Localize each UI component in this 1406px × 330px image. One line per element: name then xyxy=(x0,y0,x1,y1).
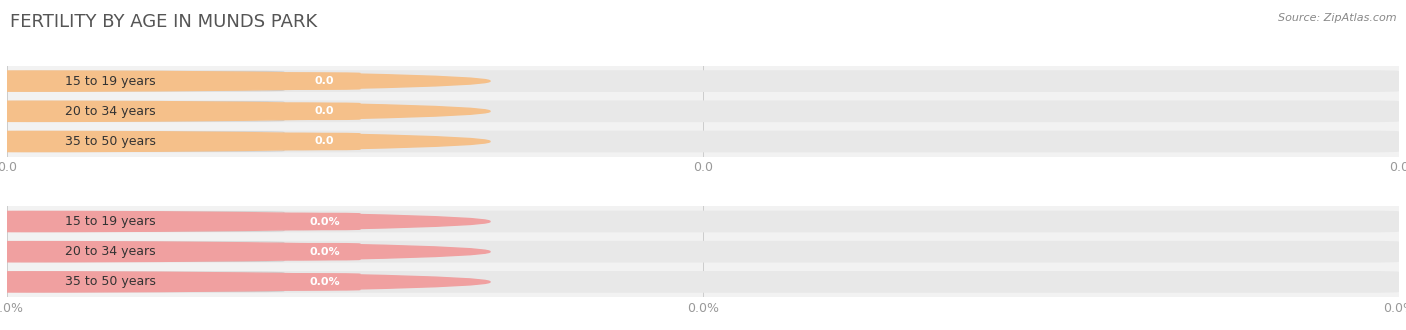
FancyBboxPatch shape xyxy=(7,211,1399,232)
Text: 35 to 50 years: 35 to 50 years xyxy=(66,276,156,288)
Text: FERTILITY BY AGE IN MUNDS PARK: FERTILITY BY AGE IN MUNDS PARK xyxy=(10,13,318,31)
Circle shape xyxy=(0,131,491,151)
FancyBboxPatch shape xyxy=(13,212,284,231)
FancyBboxPatch shape xyxy=(288,213,360,230)
Text: 0.0%: 0.0% xyxy=(309,216,340,226)
Text: 15 to 19 years: 15 to 19 years xyxy=(66,215,156,228)
FancyBboxPatch shape xyxy=(288,103,360,120)
Circle shape xyxy=(0,71,491,91)
Circle shape xyxy=(0,101,491,121)
FancyBboxPatch shape xyxy=(13,132,284,151)
FancyBboxPatch shape xyxy=(7,241,1399,263)
FancyBboxPatch shape xyxy=(7,131,1399,152)
FancyBboxPatch shape xyxy=(13,242,284,261)
Text: 20 to 34 years: 20 to 34 years xyxy=(66,245,156,258)
FancyBboxPatch shape xyxy=(13,272,284,292)
Text: 0.0: 0.0 xyxy=(315,137,335,147)
FancyBboxPatch shape xyxy=(13,102,284,121)
FancyBboxPatch shape xyxy=(7,271,1399,293)
FancyBboxPatch shape xyxy=(288,243,360,260)
FancyBboxPatch shape xyxy=(7,100,1399,122)
Text: 0.0%: 0.0% xyxy=(309,247,340,257)
Text: 35 to 50 years: 35 to 50 years xyxy=(66,135,156,148)
FancyBboxPatch shape xyxy=(288,72,360,90)
Circle shape xyxy=(0,272,491,292)
FancyBboxPatch shape xyxy=(288,273,360,291)
FancyBboxPatch shape xyxy=(13,71,284,91)
Circle shape xyxy=(0,212,491,232)
Text: 0.0: 0.0 xyxy=(315,76,335,86)
Text: 20 to 34 years: 20 to 34 years xyxy=(66,105,156,118)
Circle shape xyxy=(0,242,491,262)
Text: 15 to 19 years: 15 to 19 years xyxy=(66,75,156,87)
Text: 0.0%: 0.0% xyxy=(309,277,340,287)
Text: 0.0: 0.0 xyxy=(315,106,335,116)
FancyBboxPatch shape xyxy=(7,70,1399,92)
FancyBboxPatch shape xyxy=(288,133,360,150)
Text: Source: ZipAtlas.com: Source: ZipAtlas.com xyxy=(1278,13,1396,23)
